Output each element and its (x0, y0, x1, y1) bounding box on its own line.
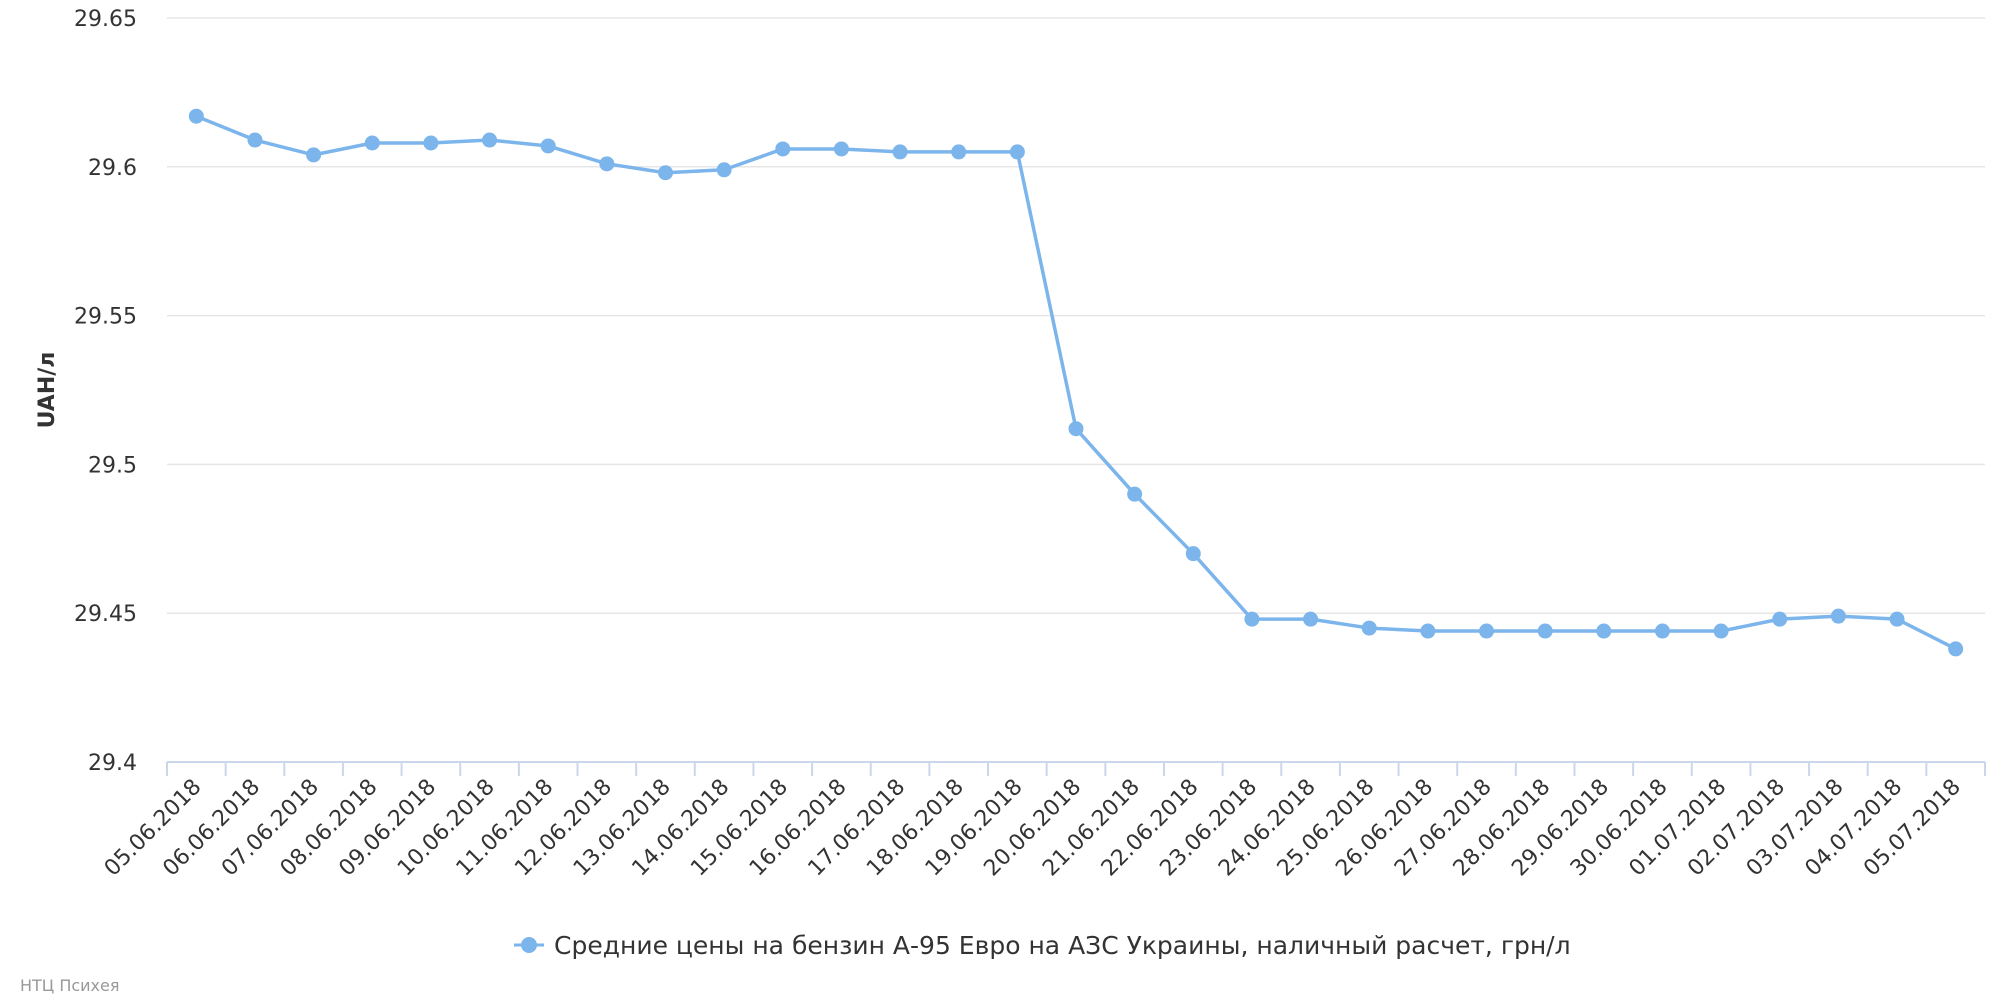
data-point[interactable] (1596, 623, 1612, 639)
data-point[interactable] (188, 108, 204, 124)
data-point[interactable] (364, 135, 380, 151)
data-point[interactable] (951, 144, 967, 160)
gridlines (167, 17, 1985, 763)
data-point[interactable] (306, 147, 322, 163)
y-tick-label: 29.55 (74, 305, 137, 330)
y-axis-title: UAH/л (35, 352, 60, 429)
data-point[interactable] (1185, 546, 1201, 562)
data-point[interactable] (833, 141, 849, 157)
credits[interactable]: НТЦ Психея (20, 976, 119, 995)
data-point[interactable] (892, 144, 908, 160)
data-point[interactable] (1830, 608, 1846, 624)
data-point[interactable] (247, 132, 263, 148)
data-point[interactable] (1537, 623, 1553, 639)
legend-series-marker (521, 937, 537, 953)
data-point[interactable] (1948, 641, 1964, 657)
data-point[interactable] (1127, 486, 1143, 502)
data-point[interactable] (1361, 620, 1377, 636)
y-tick-label: 29.65 (74, 7, 137, 32)
data-point[interactable] (1303, 611, 1319, 627)
data-point[interactable] (716, 162, 732, 178)
data-point[interactable] (1889, 611, 1905, 627)
data-point[interactable] (482, 132, 498, 148)
y-tick-label: 29.6 (88, 156, 137, 181)
data-point[interactable] (657, 165, 673, 181)
data-point[interactable] (599, 156, 615, 172)
data-point[interactable] (1713, 623, 1729, 639)
data-point[interactable] (1654, 623, 1670, 639)
data-point[interactable] (1420, 623, 1436, 639)
y-tick-label: 29.4 (88, 751, 137, 776)
data-point[interactable] (1068, 421, 1084, 437)
y-tick-label: 29.5 (88, 453, 137, 478)
data-point[interactable] (540, 138, 556, 154)
series-line (194, 114, 1958, 651)
data-point[interactable] (1244, 611, 1260, 627)
x-axis (166, 761, 1986, 776)
data-point[interactable] (1479, 623, 1495, 639)
legend[interactable]: Средние цены на бензин А-95 Евро на АЗС … (514, 931, 1571, 960)
data-point[interactable] (423, 135, 439, 151)
data-point[interactable] (1009, 144, 1025, 160)
legend-series-label: Средние цены на бензин А-95 Евро на АЗС … (554, 931, 1571, 960)
data-point[interactable] (1772, 611, 1788, 627)
series-layer (188, 108, 1964, 657)
y-axis-tick-labels: 29.4 29.45 29.5 29.55 29.6 29.65 (74, 7, 137, 776)
y-tick-label: 29.45 (74, 602, 137, 627)
data-point[interactable] (775, 141, 791, 157)
x-axis-tick-labels: 05.06.201806.06.201807.06.201808.06.2018… (100, 775, 1966, 882)
